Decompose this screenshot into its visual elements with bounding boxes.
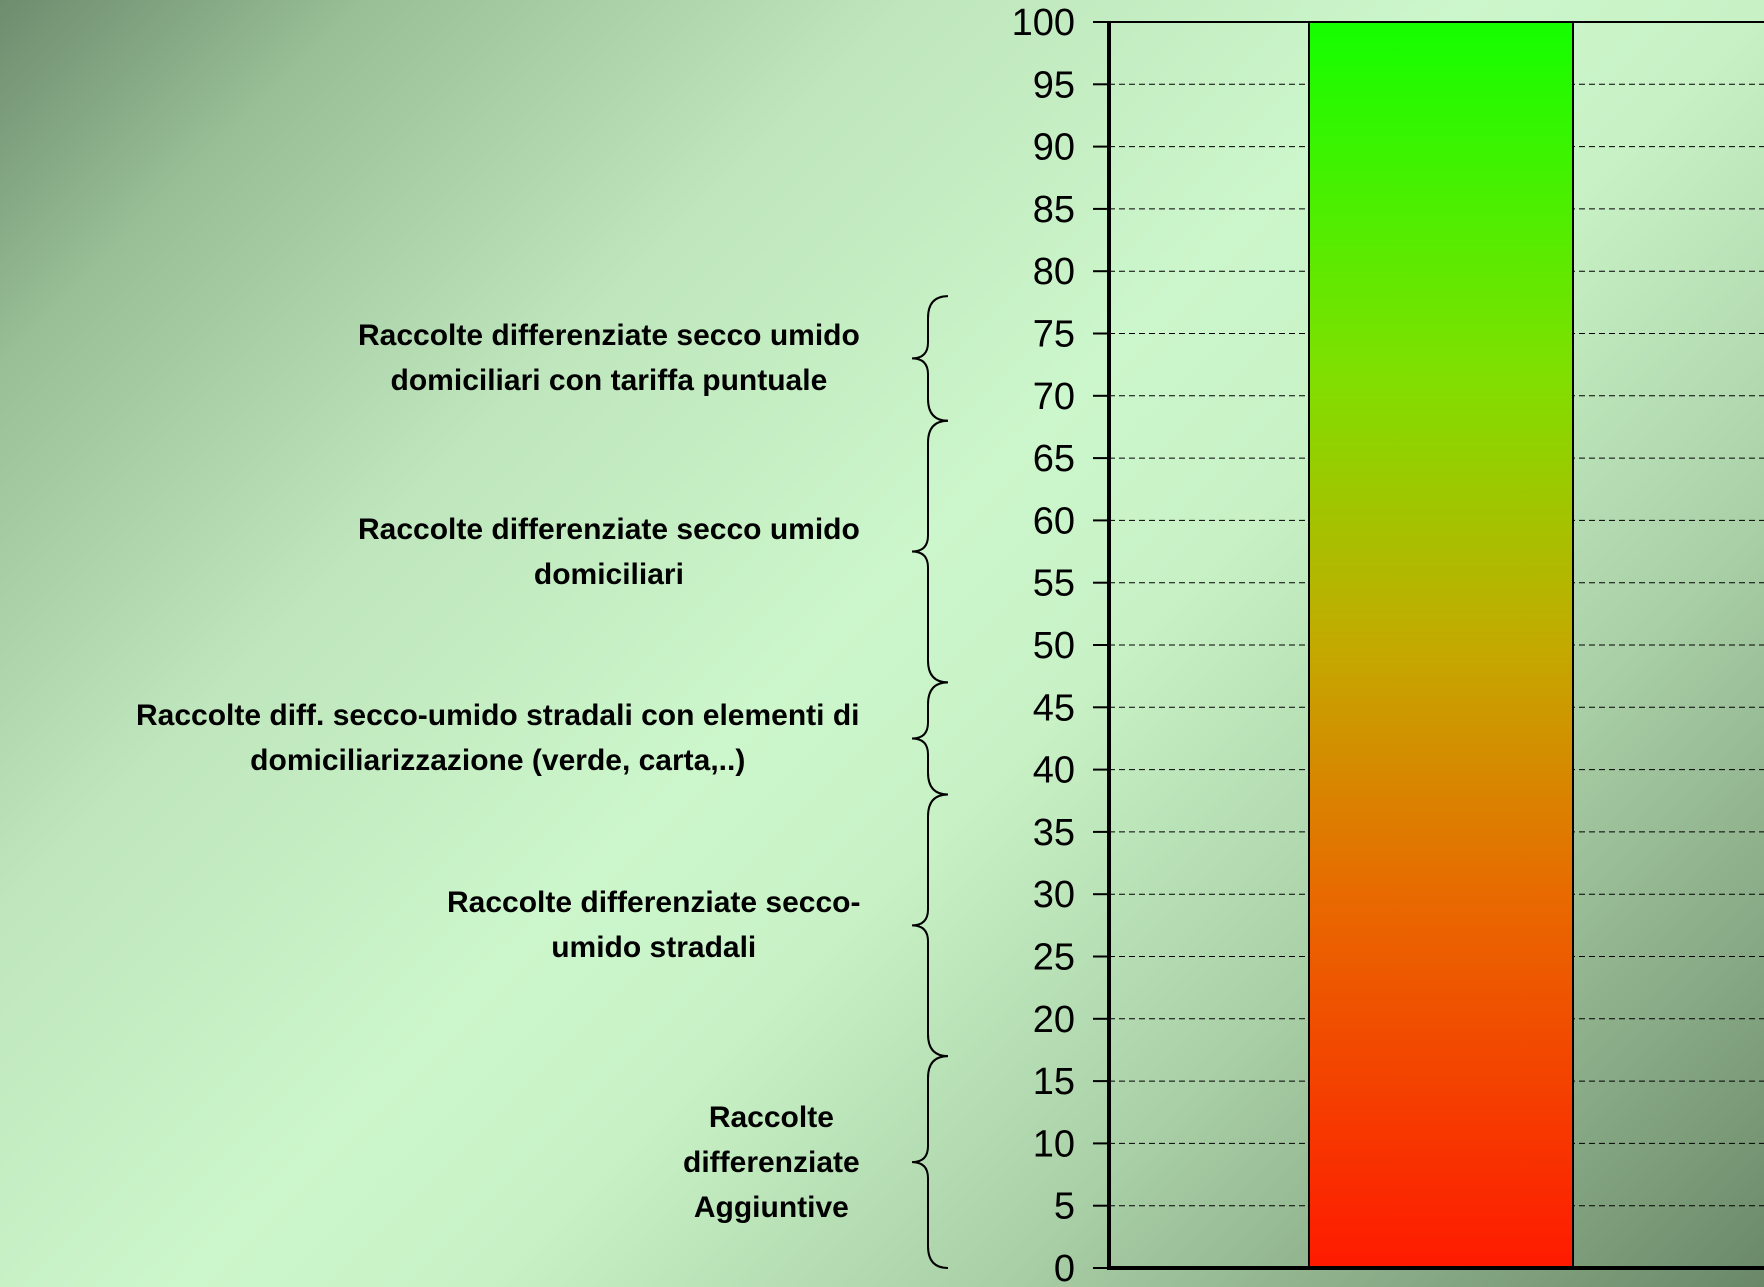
y-tick-label: 55	[1033, 563, 1075, 605]
y-tick-label: 65	[1033, 438, 1075, 480]
y-tick-label: 30	[1033, 874, 1075, 916]
axes	[1093, 21, 1764, 1270]
band-label: Raccolte differenziate secco umido domici…	[358, 507, 860, 597]
y-tick-label: 50	[1033, 625, 1075, 667]
band-label-line: differenziate	[683, 1145, 860, 1179]
band-brace	[911, 1055, 949, 1269]
y-tick-label: 70	[1033, 376, 1075, 418]
y-tick-label: 10	[1033, 1123, 1075, 1165]
band-label-line: domiciliari con tariffa puntuale	[390, 364, 828, 398]
y-tick-label: 80	[1033, 251, 1075, 293]
y-tick-label: 40	[1033, 750, 1075, 792]
band-label-line: Raccolte differenziate secco umido	[358, 319, 860, 353]
y-tick-label: 15	[1033, 1061, 1075, 1103]
band-label-line: domiciliari	[533, 557, 684, 591]
band-braces	[911, 295, 949, 1269]
band-brace	[911, 793, 949, 1058]
y-tick-label: 0	[1054, 1248, 1075, 1287]
bar-series	[1308, 21, 1574, 1269]
band-label-line: Raccolte differenziate secco-	[447, 886, 861, 920]
band-label-line: domiciliarizzazione (verde, carta,..)	[250, 744, 746, 778]
y-tick-label: 35	[1033, 812, 1075, 854]
band-label: Raccolte differenziate secco umido domici…	[358, 313, 860, 403]
band-brace	[911, 419, 949, 684]
y-tick-label: 75	[1033, 314, 1075, 356]
band-brace	[911, 681, 949, 796]
y-tick-label: 45	[1033, 687, 1075, 729]
band-label: Raccolte differenziate Aggiuntive	[683, 1095, 860, 1230]
y-tick-label: 25	[1033, 937, 1075, 979]
y-tick-labels: 0 5 10 15 20 25 30 35 40 45 50 55 60 65 70 75 80 85 90 95 10…	[1012, 2, 1075, 1287]
band-label-line: umido stradali	[551, 931, 757, 965]
bar	[1308, 21, 1574, 1269]
band-brace	[911, 295, 949, 422]
y-tick-label: 60	[1033, 500, 1075, 542]
y-tick-label: 90	[1033, 127, 1075, 169]
band-label-line: Raccolte differenziate secco umido	[358, 512, 860, 546]
gridlines	[1109, 21, 1764, 1207]
band-label-line: Raccolte diff. secco-umido stradali con …	[136, 699, 860, 733]
band-label-line: Aggiuntive	[693, 1190, 849, 1224]
band-label: Raccolte differenziate secco-umido strad…	[447, 880, 860, 970]
y-tick-label: 20	[1033, 999, 1075, 1041]
band-label-line: Raccolte	[708, 1100, 834, 1134]
band-label: Raccolte diff. secco-umido stradali con …	[136, 693, 860, 783]
y-tick-label: 5	[1054, 1186, 1075, 1228]
y-tick-label: 100	[1012, 2, 1075, 44]
y-tick-label: 95	[1033, 64, 1075, 106]
y-tick-label: 85	[1033, 189, 1075, 231]
